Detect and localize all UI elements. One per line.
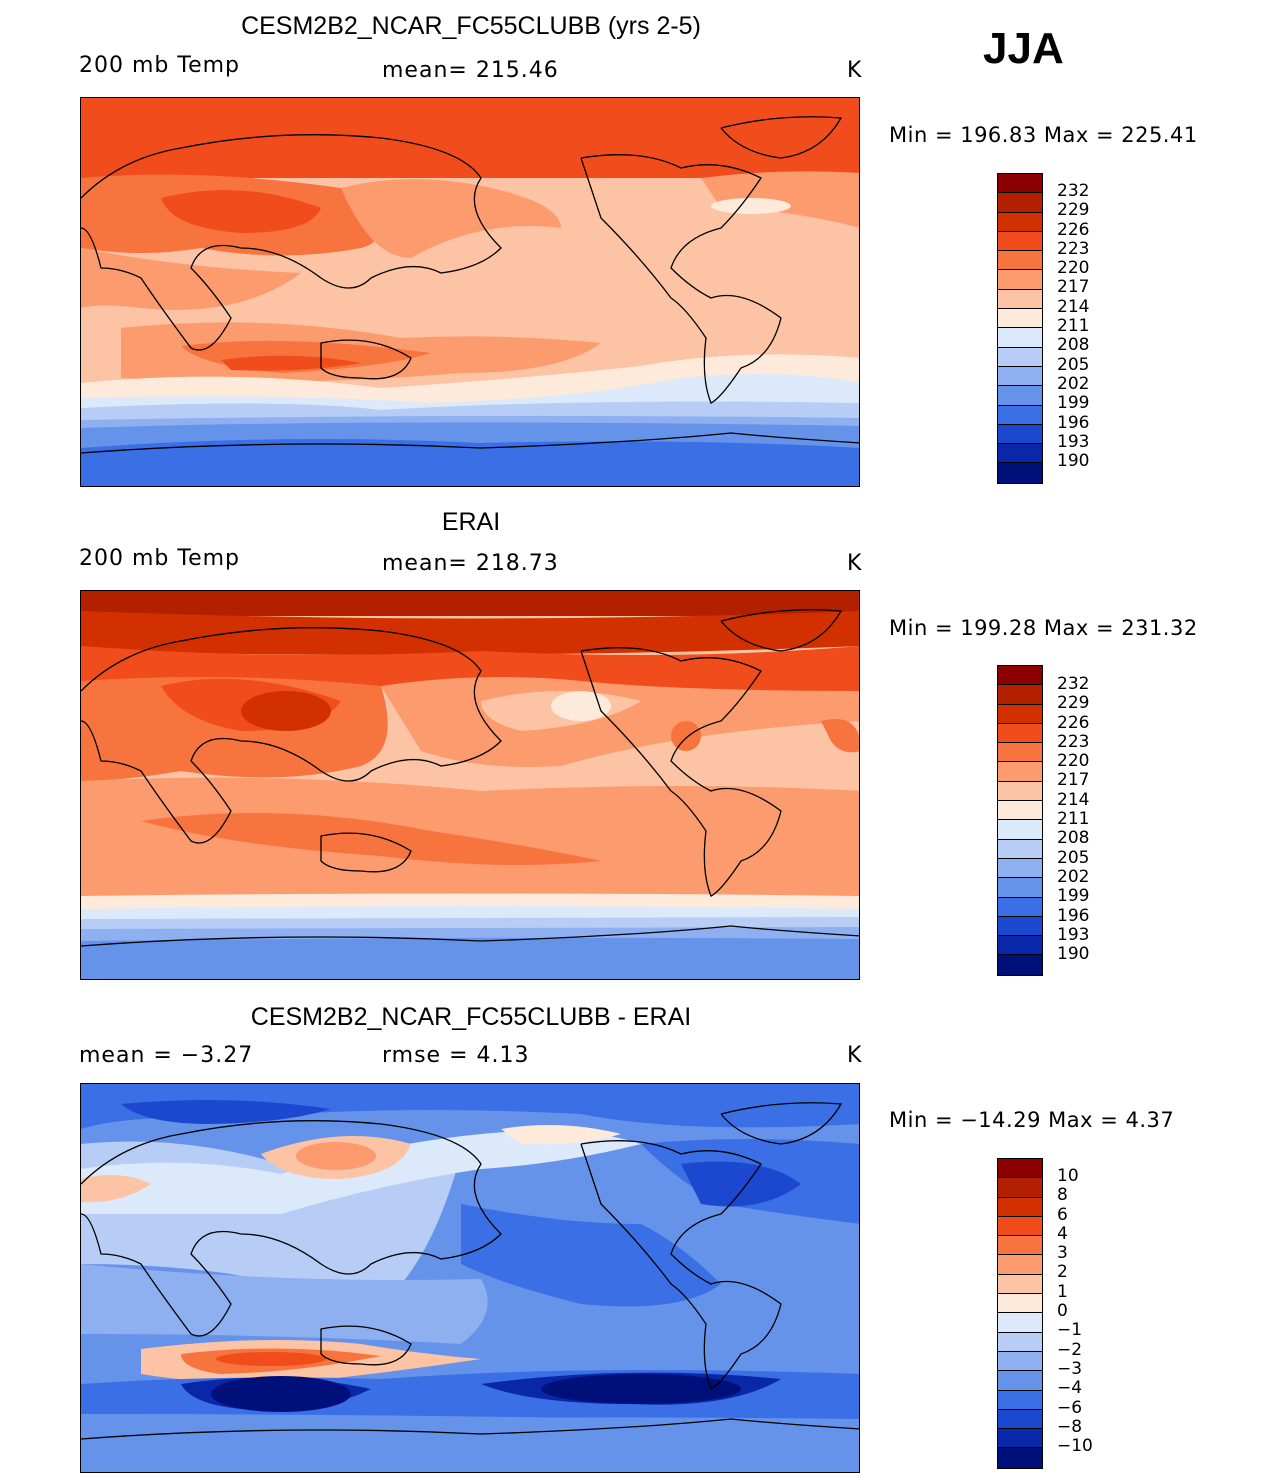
cbar-label: −4 — [1057, 1378, 1083, 1399]
cbar-label: −10 — [1057, 1436, 1093, 1457]
panel-2-mean: mean= 218.73 — [382, 551, 559, 576]
panel-2-variable: 200 mb Temp — [79, 546, 241, 571]
cbar-label: 196 — [1057, 412, 1090, 433]
cbar-label: 2 — [1057, 1262, 1068, 1283]
cbar-label: −1 — [1057, 1320, 1083, 1341]
cbar-label: 190 — [1057, 451, 1090, 472]
cbar-label: 214 — [1057, 789, 1090, 810]
cbar-label: 202 — [1057, 373, 1090, 394]
cbar-label: 6 — [1057, 1204, 1068, 1225]
cbar-label: 193 — [1057, 431, 1090, 452]
cbar-label: 190 — [1057, 944, 1090, 965]
panel-1-title: CESM2B2_NCAR_FC55CLUBB (yrs 2-5) — [241, 12, 701, 40]
cbar-label: 199 — [1057, 393, 1090, 414]
cbar-label: 205 — [1057, 354, 1090, 375]
panel-1-map — [80, 97, 860, 487]
cbar-label: −3 — [1057, 1358, 1083, 1379]
panel-1-variable: 200 mb Temp — [79, 53, 241, 78]
panel-1-units: K — [847, 58, 863, 83]
cbar-label: 214 — [1057, 296, 1090, 317]
panel-2-title: ERAI — [441, 508, 501, 536]
cbar-label: 3 — [1057, 1243, 1068, 1264]
panel-3-mean: mean = −3.27 — [79, 1043, 254, 1068]
cbar-label: 208 — [1057, 828, 1090, 849]
cbar-label: 223 — [1057, 731, 1090, 752]
panel-3-minmax: Min = −14.29 Max = 4.37 — [889, 1108, 1175, 1132]
panel-3-units: K — [847, 1043, 863, 1068]
cbar-label: 223 — [1057, 238, 1090, 259]
cbar-label: 0 — [1057, 1301, 1068, 1322]
cbar-label: 8 — [1057, 1185, 1068, 1206]
cbar-label: 217 — [1057, 770, 1090, 791]
panel-1-minmax: Min = 196.83 Max = 225.41 — [889, 123, 1198, 147]
cbar-label: 226 — [1057, 712, 1090, 733]
panel-2-minmax: Min = 199.28 Max = 231.32 — [889, 616, 1198, 640]
cbar-label: 229 — [1057, 200, 1090, 221]
panel-3-map — [80, 1083, 860, 1473]
cbar-label: 202 — [1057, 866, 1090, 887]
panel-2-map — [80, 590, 860, 980]
panel-2-units: K — [847, 551, 863, 576]
season-label: JJA — [983, 24, 1064, 73]
cbar-label: 1 — [1057, 1281, 1068, 1302]
cbar-label: −6 — [1057, 1397, 1083, 1418]
panel-3-title: CESM2B2_NCAR_FC55CLUBB - ERAI — [250, 1003, 692, 1031]
panel-1-mean: mean= 215.46 — [382, 58, 559, 83]
cbar-label: 232 — [1057, 181, 1090, 201]
cbar-label: −8 — [1057, 1416, 1083, 1437]
cbar-label: −2 — [1057, 1339, 1083, 1360]
cbar-label: 211 — [1057, 316, 1090, 337]
cbar-label: 4 — [1057, 1223, 1068, 1244]
cbar-label: 193 — [1057, 924, 1090, 945]
panel-3-colorbar-labels: 10 8 6 4 3 2 1 0 −1 −2 −3 −4 −6 −8 −10 — [1057, 1166, 1093, 1457]
panel-3-rmse: rmse = 4.13 — [382, 1043, 530, 1068]
panel-1-colorbar — [997, 173, 1043, 484]
panel-3-colorbar — [997, 1158, 1043, 1469]
cbar-label: 229 — [1057, 693, 1090, 714]
cbar-label: 205 — [1057, 847, 1090, 868]
panel-2-colorbar-labels: 232 229 226 223 220 217 214 211 208 205 … — [1057, 674, 1090, 965]
cbar-label: 199 — [1057, 886, 1090, 907]
cbar-label: 10 — [1057, 1166, 1079, 1186]
cbar-label: 232 — [1057, 674, 1090, 694]
cbar-label: 211 — [1057, 809, 1090, 830]
cbar-label: 226 — [1057, 219, 1090, 240]
cbar-label: 196 — [1057, 905, 1090, 926]
cbar-label: 217 — [1057, 277, 1090, 298]
panel-1-colorbar-labels: 232 229 226 223 220 217 214 211 208 205 … — [1057, 181, 1090, 472]
cbar-label: 220 — [1057, 751, 1090, 772]
panel-2-colorbar — [997, 665, 1043, 976]
cbar-label: 220 — [1057, 258, 1090, 279]
cbar-label: 208 — [1057, 335, 1090, 356]
